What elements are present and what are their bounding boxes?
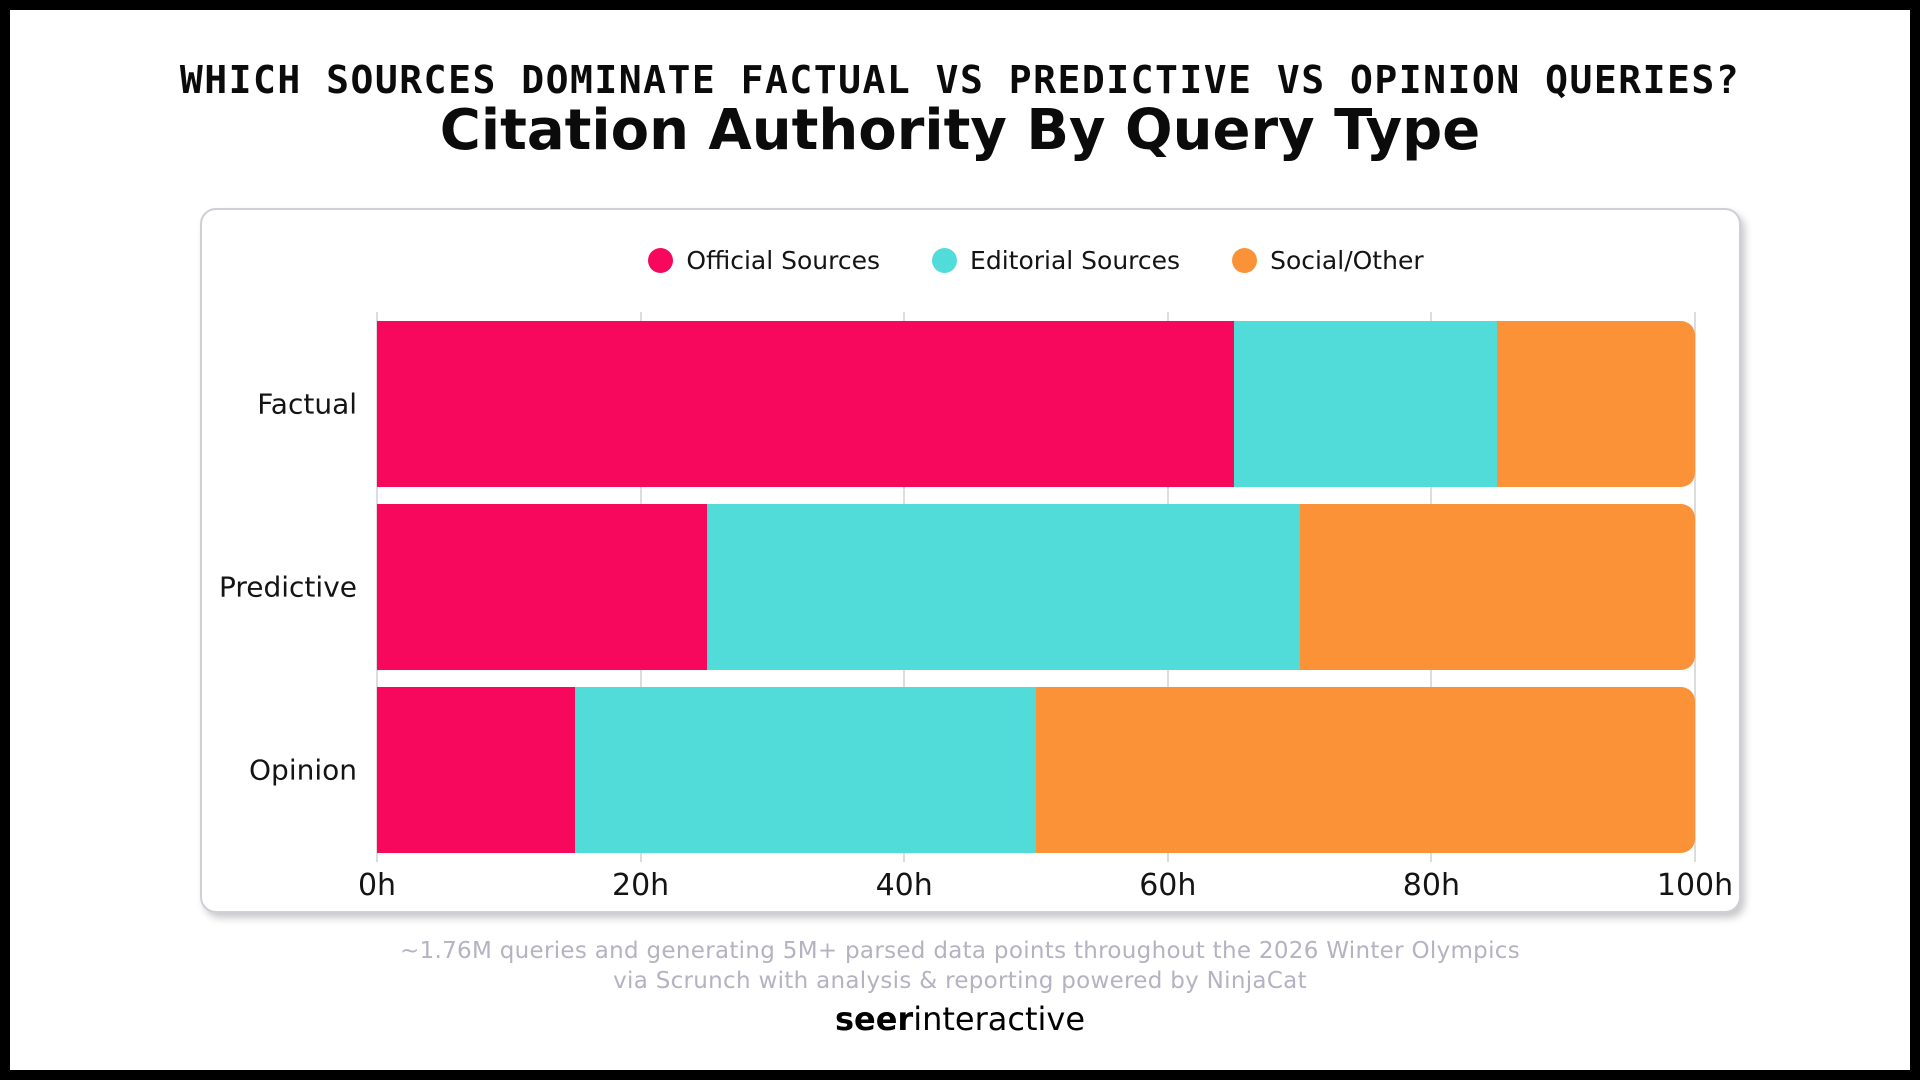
plot-area [376, 312, 1696, 862]
category-label-predictive: Predictive [218, 570, 357, 604]
bar-row-opinion [377, 687, 1695, 854]
legend-item-editorial-sources: Editorial Sources [932, 246, 1180, 275]
bar-row-factual [377, 320, 1695, 487]
x-tick-label-0h: 0h [357, 868, 397, 903]
bar-segment-opinion-official-sources [377, 687, 575, 854]
legend-dot-official-sources [648, 247, 674, 273]
category-label-factual: Factual [257, 387, 357, 421]
legend-item-social-other: Social/Other [1232, 246, 1424, 275]
brand-logo-regular: interactive [913, 1000, 1086, 1038]
legend-label: Official Sources [686, 245, 881, 275]
x-tick-label-20h: 20h [612, 868, 670, 903]
legend-label: Social/Other [1270, 245, 1424, 275]
bar-row-predictive [377, 503, 1695, 671]
x-axis: 0h 20h 40h 60h 80h 100h [358, 868, 1733, 908]
bar-segment-opinion-editorial-sources [574, 687, 1036, 854]
chart-card: Official Sources Editorial Sources Social/… [200, 208, 1741, 913]
legend-dot-editorial-sources [932, 247, 958, 273]
x-tick-label-80h: 80h [1402, 868, 1460, 903]
brand-logo-bold: seer [834, 1000, 914, 1038]
legend-dot-social-other [1232, 247, 1258, 273]
bar-segment-factual-official-sources [377, 320, 1234, 487]
bar-segment-opinion-social-other [1035, 687, 1695, 854]
bar-segment-predictive-editorial-sources [706, 503, 1300, 671]
footer-note-line1: ~1.76M queries and generating 5M+ parsed… [400, 938, 1520, 964]
gridline-100 [1694, 312, 1696, 862]
x-tick-label-40h: 40h [875, 868, 933, 903]
legend-label: Editorial Sources [970, 245, 1181, 275]
category-labels: Factual Predictive Opinion [202, 312, 357, 862]
page-title: Citation Authority By Query Type [439, 98, 1481, 163]
bar-segment-factual-social-other [1497, 320, 1695, 487]
x-tick-label-60h: 60h [1139, 868, 1197, 903]
category-label-opinion: Opinion [249, 753, 357, 787]
footer-note-line2: via Scrunch with analysis & reporting po… [613, 968, 1307, 994]
bar-segment-factual-editorial-sources [1233, 320, 1498, 487]
x-tick-label-100h: 100h [1656, 868, 1734, 903]
bar-segment-predictive-official-sources [377, 503, 707, 671]
kicker-question: WHICH SOURCES DOMINATE FACTUAL VS PREDIC… [179, 58, 1741, 102]
brand-logo: seerinteractive [10, 1000, 1910, 1038]
bar-segment-predictive-social-other [1299, 503, 1695, 671]
legend: Official Sources Editorial Sources Social/… [377, 238, 1695, 282]
legend-item-official-sources: Official Sources [648, 246, 880, 275]
